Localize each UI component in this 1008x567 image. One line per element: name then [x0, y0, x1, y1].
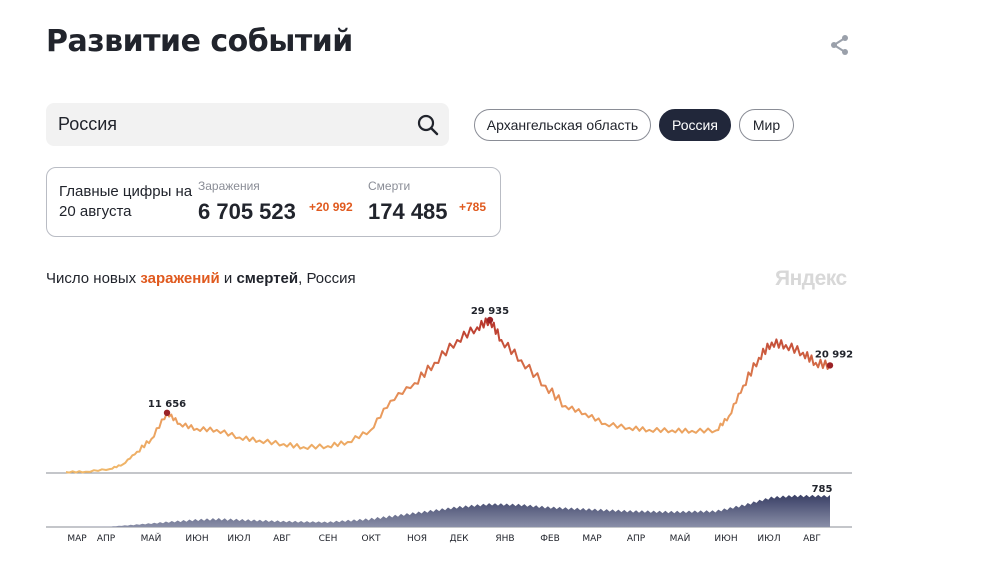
x-axis-month-label: АВГ: [803, 534, 821, 544]
x-axis-month-label: НОЯ: [407, 534, 427, 544]
chart-caption-middle: и: [219, 270, 237, 287]
infections-label: Заражения: [198, 179, 260, 193]
chart-caption-prefix: Число новых: [46, 270, 141, 287]
deaths-total: 174 485: [368, 199, 448, 224]
infections-annotation-label: 11 656: [148, 399, 186, 410]
infections-annotation-label: 29 935: [471, 306, 509, 317]
search-input[interactable]: [58, 114, 398, 135]
x-axis-month-label: МАЙ: [141, 532, 162, 544]
search-box: [46, 103, 449, 146]
infections-total: 6 705 523: [198, 199, 296, 224]
region-chip-russia[interactable]: Россия: [659, 109, 731, 141]
search-icon[interactable]: [417, 114, 439, 136]
x-axis-month-label: ИЮЛ: [227, 534, 250, 544]
x-axis-month-label: МАЙ: [670, 532, 691, 544]
chart-caption-infections[interactable]: заражений: [140, 270, 220, 287]
infections-peak-marker: [486, 316, 494, 324]
x-axis-month-label: ИЮН: [714, 534, 737, 544]
x-axis-month-label: МАР: [67, 534, 87, 544]
x-axis-month-label: АВГ: [273, 534, 291, 544]
deaths-delta: +785: [459, 200, 487, 214]
infections-peak-marker: [826, 362, 834, 369]
yandex-logo: Яндекс: [775, 267, 847, 290]
x-axis-month-label: СЕН: [319, 534, 338, 544]
region-chip-arkhangelsk[interactable]: Архангельская область: [474, 109, 651, 141]
region-chip-world[interactable]: Мир: [739, 109, 794, 141]
infections-annotation-label: 20 992: [815, 349, 853, 360]
key-figures-caption: Главные цифры на 20 августа: [59, 183, 193, 220]
infections-series-line: [65, 317, 831, 474]
x-axis-month-label: АПР: [627, 534, 646, 544]
chart-caption: Число новых заражений и смертей, Россия: [46, 270, 356, 287]
x-axis-month-label: ОКТ: [362, 534, 381, 544]
chart-caption-suffix: , Россия: [298, 270, 356, 287]
x-axis-month-label: ФЕВ: [540, 534, 560, 544]
x-axis-month-label: АПР: [97, 534, 116, 544]
deaths-series-area: [66, 494, 830, 527]
page-title: Развитие событий: [46, 24, 353, 59]
x-axis-month-label: ИЮЛ: [757, 534, 780, 544]
covid-chart: 11 656 29 935 20 992 785 МАР АПР МАЙ ИЮН ИЮЛ АВГ С…: [46, 306, 853, 544]
chart-caption-deaths[interactable]: смертей: [236, 270, 299, 287]
deaths-label: Смерти: [368, 179, 411, 193]
infections-peak-marker: [163, 409, 171, 417]
infections-delta: +20 992: [309, 200, 353, 214]
x-axis-month-label: ЯНВ: [495, 534, 514, 544]
x-axis-month-label: ИЮН: [185, 534, 208, 544]
x-axis-month-label: ДЕК: [449, 534, 469, 544]
deaths-latest-label: 785: [812, 484, 833, 495]
key-figures-card: Главные цифры на 20 августа Заражения 6 …: [46, 167, 501, 237]
share-icon[interactable]: [828, 33, 852, 57]
x-axis-month-label: МАР: [582, 534, 602, 544]
